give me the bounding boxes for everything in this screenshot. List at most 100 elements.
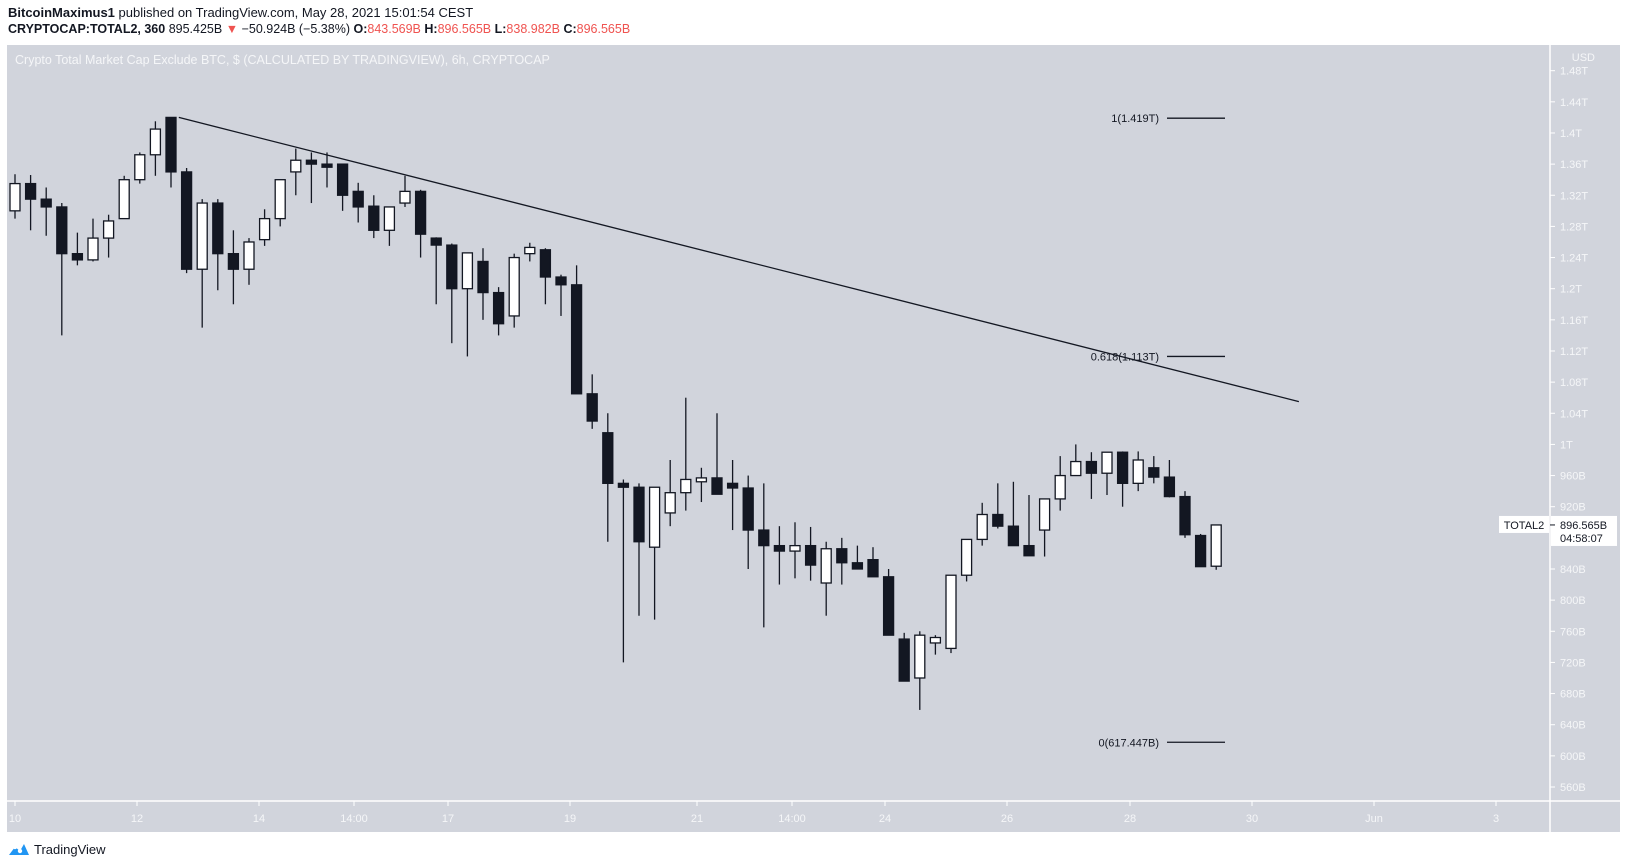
close-label: C:	[563, 22, 577, 36]
price-tick-label: 920B	[1560, 502, 1586, 514]
price-tick-label: 1.24T	[1560, 253, 1588, 265]
fib-level-label: 0(617.447B)	[1098, 737, 1159, 749]
time-tick-label: 17	[442, 813, 454, 825]
price-tick-label: 1.4T	[1560, 128, 1582, 140]
bear-candle	[773, 526, 786, 585]
time-tick-label: 14:00	[778, 813, 806, 825]
bear-candle	[1007, 481, 1020, 547]
bear-candle	[804, 526, 817, 581]
bull-candle	[929, 635, 942, 655]
price-tick-label: 1.08T	[1560, 377, 1588, 389]
bull-candle	[680, 397, 692, 511]
bear-candle	[742, 475, 754, 569]
bear-candle	[227, 230, 240, 305]
tradingview-footer: TradingView	[8, 841, 106, 857]
chart-panel[interactable]: USD 1.48T 1.44T 1.4T 1.36T 1.32T 1.28T 1.24T 1.2…	[7, 45, 1620, 832]
bull-candle	[9, 174, 21, 219]
bear-candle	[56, 203, 68, 336]
bull-candle	[102, 214, 115, 258]
price-tick-label: 1.16T	[1560, 315, 1588, 327]
bear-candle	[1085, 452, 1098, 499]
bear-candle	[352, 182, 364, 223]
bull-candle	[383, 206, 396, 246]
bear-candle	[446, 243, 458, 344]
open-label: O:	[353, 22, 368, 36]
bull-candle	[87, 218, 99, 262]
time-tick-label: 19	[564, 813, 576, 825]
chart-title: Crypto Total Market Cap Exclude BTC, $ (…	[15, 53, 550, 67]
candles	[9, 116, 1222, 710]
time-tick-label: 21	[691, 813, 703, 825]
bull-candle	[508, 253, 520, 328]
price-tick-label: 560B	[1560, 782, 1586, 794]
fib-retracement[interactable]: 1(1.419T) 0.618(1.113T) 0(617.447B)	[1091, 113, 1225, 749]
symbol-name: CRYPTOCAP:TOTAL2, 360	[8, 22, 166, 36]
marker-countdown: 04:58:07	[1560, 533, 1603, 545]
price-tick-label: 760B	[1560, 626, 1586, 638]
bear-candle	[851, 545, 864, 570]
close-value: 896.565B	[576, 22, 631, 36]
time-tick-label: 14:00	[340, 813, 368, 825]
time-tick-label: Jun	[1365, 813, 1383, 825]
price-tick-label: 1.32T	[1560, 190, 1588, 202]
time-tick-label: 28	[1124, 813, 1136, 825]
price-tick-label: 1.2T	[1560, 284, 1582, 296]
low-value: 838.982B	[506, 22, 560, 36]
bear-candle	[336, 163, 349, 211]
bear-candle	[1179, 491, 1191, 538]
bull-candle	[695, 467, 708, 503]
author-name[interactable]: BitcoinMaximus1	[8, 5, 115, 20]
price-tick-label: 640B	[1560, 720, 1586, 732]
bear-candle	[539, 248, 552, 305]
bull-candle	[1210, 524, 1222, 570]
bear-candle	[71, 232, 84, 266]
bull-candle	[1054, 456, 1066, 511]
high-value: 896.565B	[437, 22, 492, 36]
price-change: −50.924B (−5.38%)	[241, 22, 350, 36]
bear-candle	[586, 374, 598, 429]
marker-price: 896.565B	[1560, 520, 1607, 532]
bear-candle	[180, 168, 193, 274]
down-arrow-icon: ▼	[225, 22, 239, 36]
descending-trendline[interactable]	[178, 116, 1300, 403]
bull-candle	[149, 121, 162, 176]
bear-candle	[633, 483, 645, 616]
bull-candle	[820, 541, 832, 616]
time-axis[interactable]: 10 12 14 14:00 17 19 21 14:00 24 26 28 30 Jun 3	[9, 801, 1499, 825]
brand-name: TradingView	[34, 841, 106, 857]
bear-candle	[570, 265, 583, 395]
last-price: 895.425B	[168, 22, 223, 36]
price-tick-label: 1.12T	[1560, 346, 1588, 358]
price-axis[interactable]: USD 1.48T 1.44T 1.4T 1.36T 1.32T 1.28T 1.24T 1.2…	[1550, 52, 1595, 794]
bear-candle	[711, 413, 723, 495]
open-value: 843.569B	[367, 22, 421, 36]
bear-candle	[165, 116, 177, 188]
candlestick-chart[interactable]: USD 1.48T 1.44T 1.4T 1.36T 1.32T 1.28T 1.24T 1.2…	[7, 45, 1620, 832]
bear-candle	[1116, 451, 1129, 507]
bear-candle	[1023, 495, 1035, 557]
bull-candle	[243, 238, 255, 285]
bull-candle	[1132, 451, 1144, 492]
bear-candle	[1194, 533, 1207, 568]
bear-candle	[212, 199, 224, 291]
bull-candle	[976, 502, 988, 546]
currency-label: USD	[1572, 52, 1595, 64]
price-tick-label: 600B	[1560, 751, 1586, 763]
price-tick-label: 840B	[1560, 564, 1586, 576]
bull-candle	[1101, 451, 1113, 496]
time-tick-label: 3	[1493, 813, 1499, 825]
low-label: L:	[494, 22, 507, 36]
time-tick-label: 10	[9, 813, 21, 825]
bull-candle	[960, 538, 973, 582]
bear-candle	[726, 459, 739, 531]
price-tick-label: 1T	[1560, 439, 1573, 451]
bull-candle	[1070, 444, 1082, 477]
tradingview-logo-icon	[9, 844, 29, 855]
bear-candle	[492, 287, 505, 336]
bull-candle	[914, 631, 926, 710]
bull-candle	[789, 522, 801, 579]
time-tick-label: 12	[131, 813, 143, 825]
fib-level-label: 1(1.419T)	[1111, 113, 1159, 125]
bear-candle	[40, 187, 52, 236]
